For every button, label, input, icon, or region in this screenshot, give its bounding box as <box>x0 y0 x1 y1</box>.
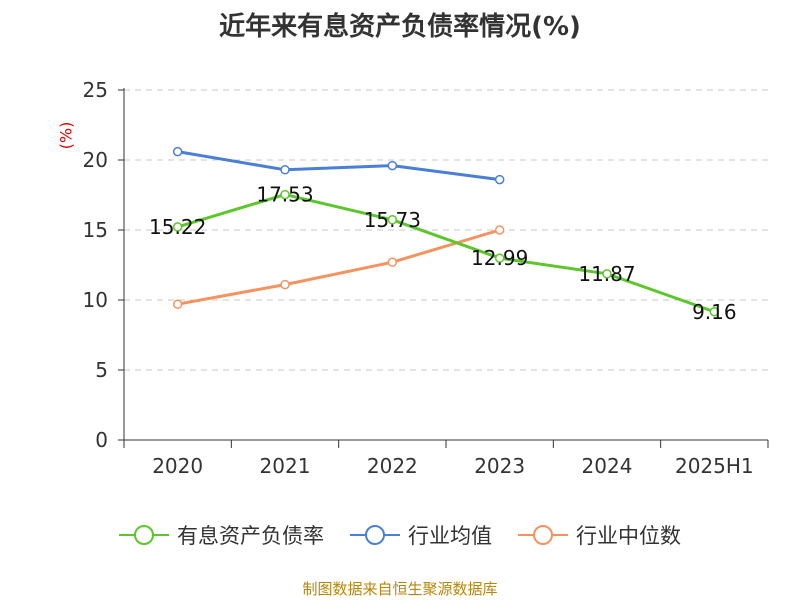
data-point <box>494 174 505 185</box>
data-point <box>387 257 398 267</box>
data-point <box>494 253 505 263</box>
y-tick-label: 20 <box>83 148 108 172</box>
x-tick-label: 2025H1 <box>675 454 754 478</box>
y-tick-label: 0 <box>95 428 108 452</box>
legend-marker-green <box>119 525 169 545</box>
x-tick-label: 2022 <box>367 454 418 478</box>
line-chart: 0 5 10 15 20 25 2020 2021 2022 2023 2024 2025H1 15.2… <box>83 78 769 478</box>
series-line-2 <box>177 228 501 306</box>
legend-label: 行业均值 <box>408 524 492 548</box>
x-tick-label: 2023 <box>474 454 525 478</box>
data-point <box>172 146 183 157</box>
data-point <box>280 279 290 290</box>
legend-marker-orange <box>518 525 568 545</box>
data-label: 17.53 <box>256 183 313 207</box>
data-point <box>172 222 183 232</box>
data-source-note: 制图数据来自恒生聚源数据库 <box>302 580 498 598</box>
data-point <box>602 269 612 279</box>
data-point <box>172 299 183 309</box>
legend-label: 行业中位数 <box>576 524 681 548</box>
data-label: 11.87 <box>578 262 635 286</box>
data-label: 12.99 <box>471 246 528 270</box>
chart-legend: 有息资产负债率 行业均值 行业中位数 <box>0 520 800 550</box>
legend-item-industry-median[interactable]: 行业中位数 <box>518 520 681 550</box>
data-label: 15.73 <box>364 208 421 232</box>
data-point <box>280 189 290 200</box>
x-tick-label: 2021 <box>260 454 311 478</box>
series-line-0 <box>177 193 715 314</box>
legend-item-interest-debt-ratio[interactable]: 有息资产负债率 <box>119 520 324 550</box>
x-tick-label: 2024 <box>582 454 633 478</box>
data-point <box>494 225 505 235</box>
data-label: 9.16 <box>692 300 737 324</box>
data-point <box>387 215 398 225</box>
data-point <box>387 160 398 171</box>
chart-title: 近年来有息资产负债率情况(%) <box>219 12 581 42</box>
x-tick-label: 2020 <box>152 454 203 478</box>
data-point <box>280 165 290 175</box>
data-label: 15.22 <box>149 215 206 239</box>
y-tick-label: 25 <box>83 78 108 102</box>
data-point <box>709 307 720 317</box>
y-tick-label: 15 <box>83 218 108 242</box>
legend-marker-blue <box>350 525 400 545</box>
y-tick-label: 5 <box>95 358 108 382</box>
legend-item-industry-mean[interactable]: 行业均值 <box>350 520 492 550</box>
y-tick-label: 10 <box>83 288 108 312</box>
series-line-1 <box>177 150 500 182</box>
legend-label: 有息资产负债率 <box>177 524 324 548</box>
